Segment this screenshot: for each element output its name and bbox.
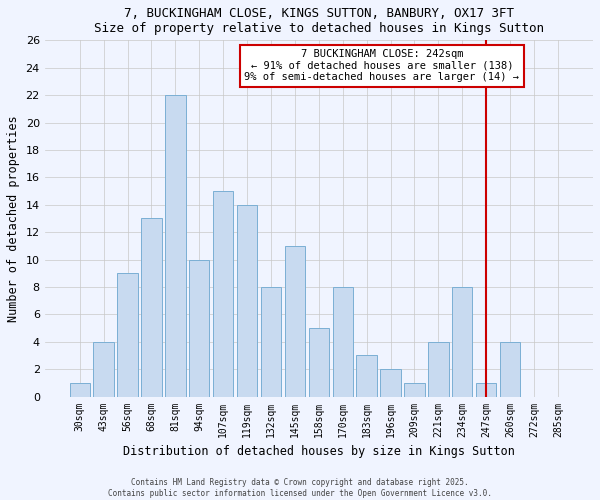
Bar: [213, 191, 233, 396]
Bar: [500, 342, 520, 396]
Text: 7 BUCKINGHAM CLOSE: 242sqm
← 91% of detached houses are smaller (138)
9% of semi: 7 BUCKINGHAM CLOSE: 242sqm ← 91% of deta…: [244, 49, 520, 82]
Bar: [428, 342, 449, 396]
Bar: [189, 260, 209, 396]
X-axis label: Distribution of detached houses by size in Kings Sutton: Distribution of detached houses by size …: [123, 445, 515, 458]
Bar: [356, 356, 377, 397]
Bar: [380, 369, 401, 396]
Bar: [285, 246, 305, 396]
Text: Contains HM Land Registry data © Crown copyright and database right 2025.
Contai: Contains HM Land Registry data © Crown c…: [108, 478, 492, 498]
Bar: [165, 95, 185, 396]
Y-axis label: Number of detached properties: Number of detached properties: [7, 115, 20, 322]
Bar: [452, 287, 472, 397]
Bar: [404, 383, 425, 396]
Bar: [476, 383, 496, 396]
Bar: [261, 287, 281, 397]
Bar: [94, 342, 114, 396]
Bar: [141, 218, 161, 396]
Bar: [332, 287, 353, 397]
Title: 7, BUCKINGHAM CLOSE, KINGS SUTTON, BANBURY, OX17 3FT
Size of property relative t: 7, BUCKINGHAM CLOSE, KINGS SUTTON, BANBU…: [94, 7, 544, 35]
Bar: [237, 204, 257, 396]
Bar: [70, 383, 90, 396]
Bar: [308, 328, 329, 396]
Bar: [118, 274, 137, 396]
